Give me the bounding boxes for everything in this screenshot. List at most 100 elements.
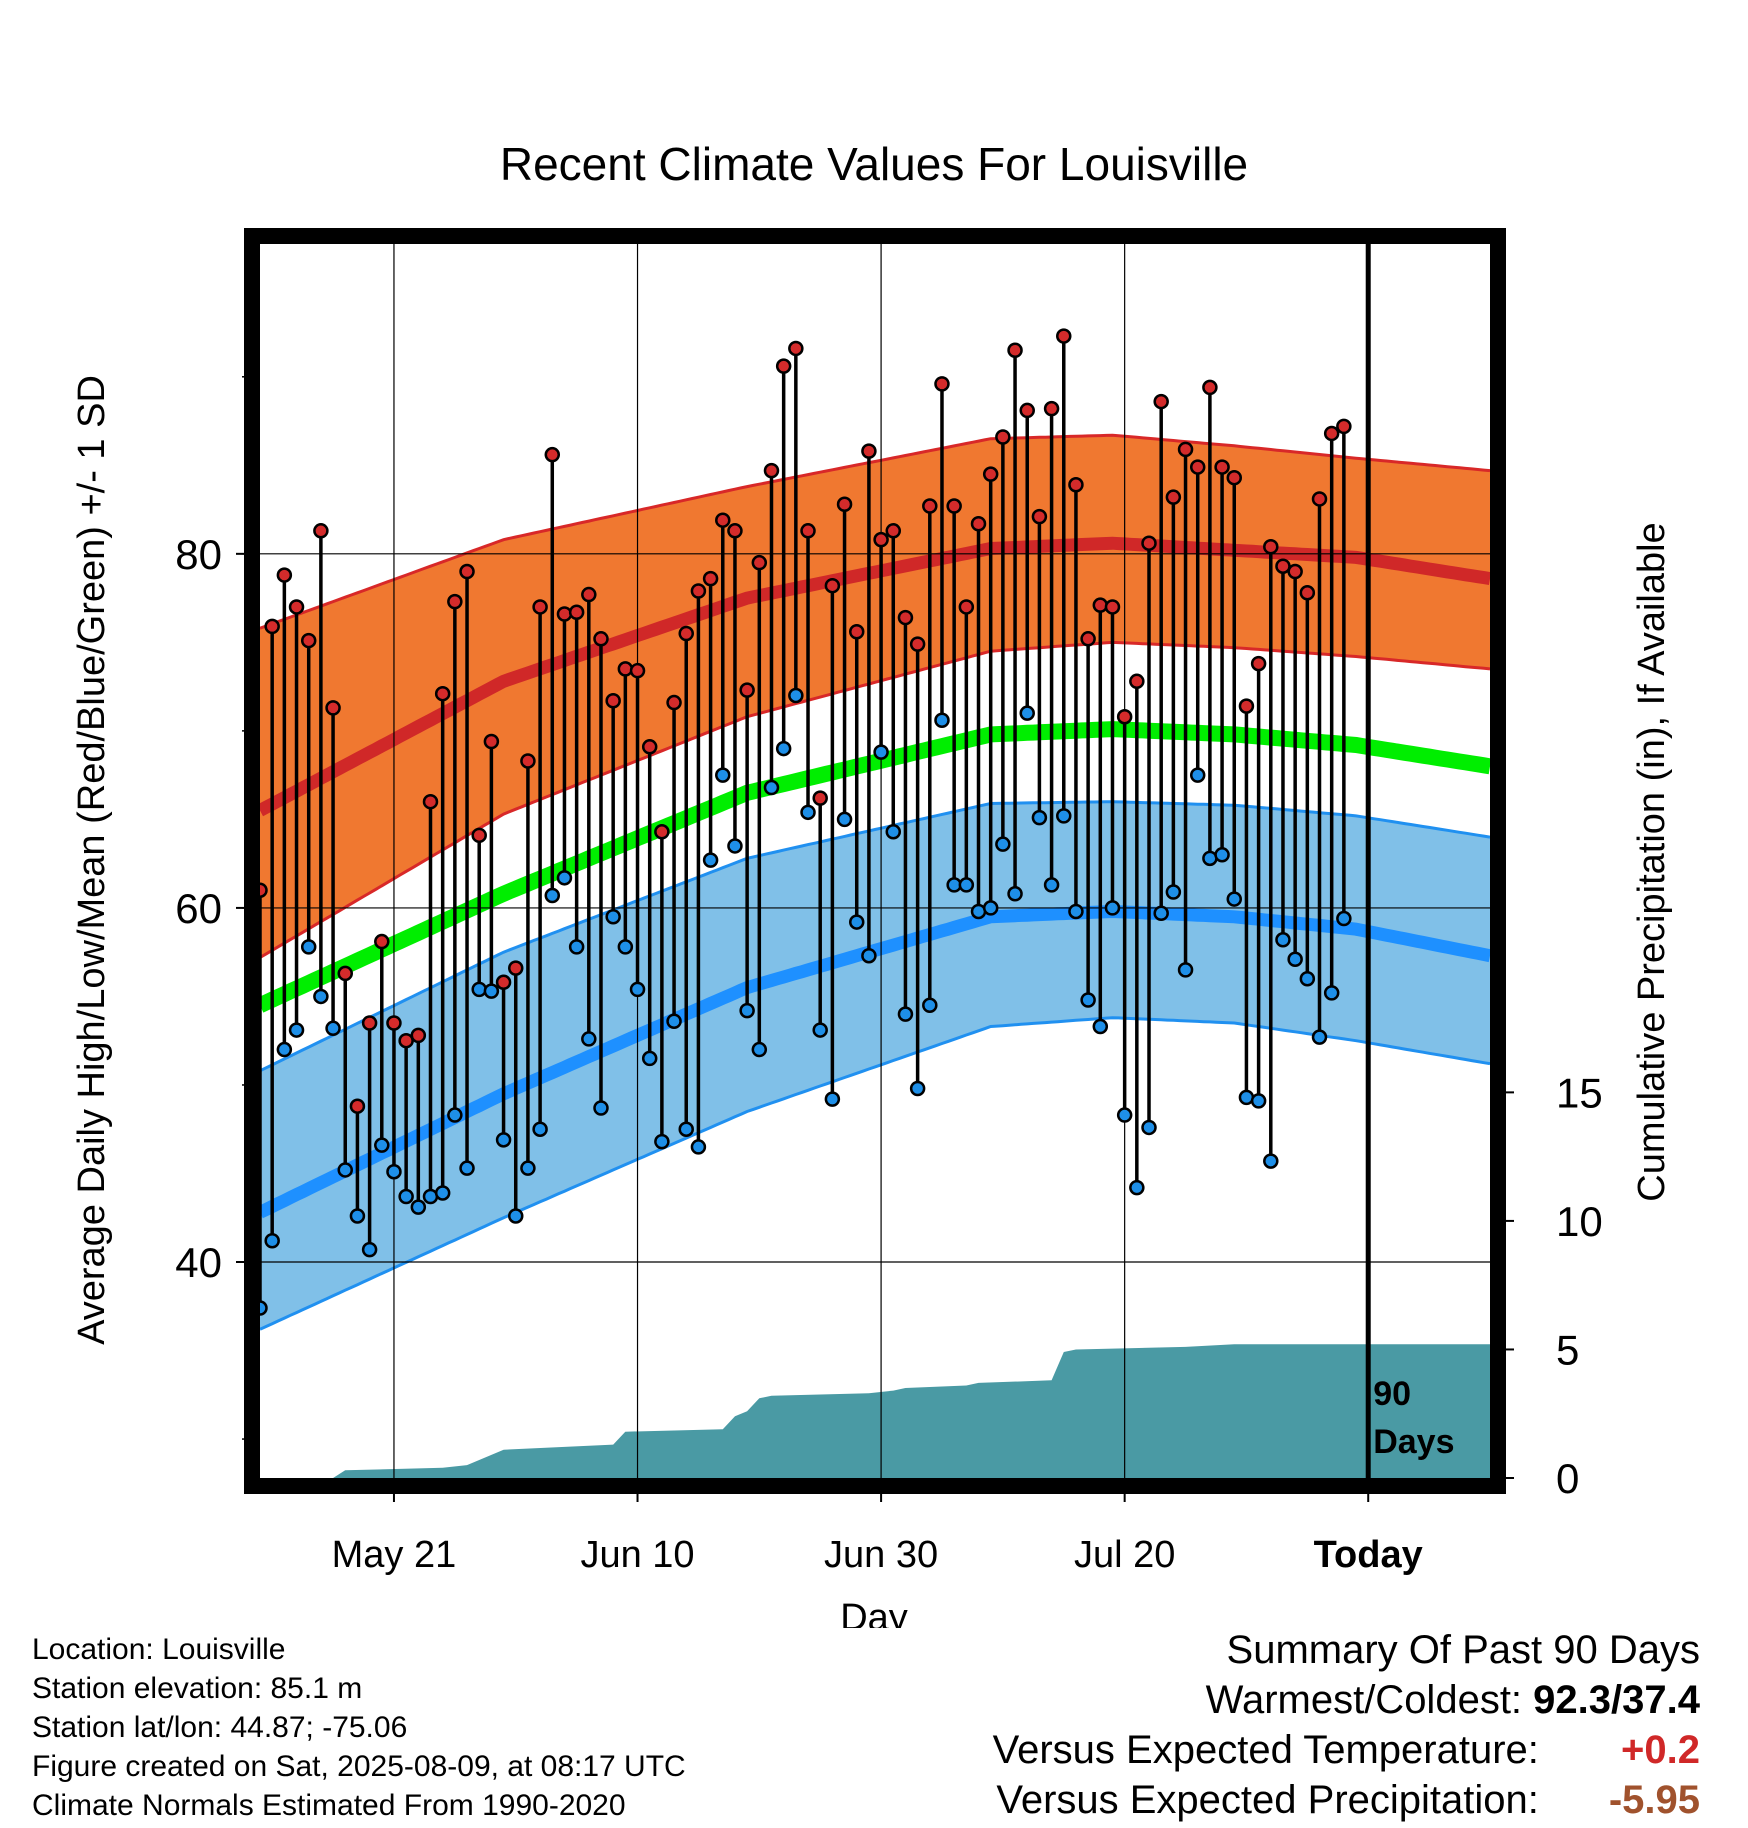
obs-low-point — [666, 1013, 682, 1029]
obs-high-point — [1323, 425, 1340, 442]
obs-high-point — [483, 733, 500, 750]
obs-high-point — [1129, 673, 1145, 690]
x-tick-label: Jun 30 — [824, 1534, 938, 1576]
obs-high-point — [751, 554, 768, 571]
obs-low-point — [702, 852, 719, 868]
obs-low-point — [434, 1185, 451, 1201]
obs-high-point — [1189, 459, 1206, 475]
obs-low-point — [337, 1162, 353, 1178]
obs-low-point — [1350, 0, 1363, 7]
obs-low-point — [1141, 1119, 1157, 1136]
obs-high-point — [374, 933, 390, 950]
obs-low-point — [1275, 932, 1291, 948]
obs-low-point — [361, 1241, 378, 1258]
obs-low-point — [1189, 767, 1206, 783]
temp-label: Versus Expected Temperature: — [992, 1728, 1539, 1772]
chart-title: Recent Climate Values For Louisville — [500, 138, 1248, 190]
precip-label: Versus Expected Precipitation: — [996, 1778, 1539, 1822]
summary-title: Summary Of Past 90 Days — [1226, 1628, 1700, 1672]
elevation-text: Station elevation: 85.1 m — [32, 1672, 363, 1705]
low-sd-lower-line — [260, 1016, 1490, 1331]
obs-high-point — [568, 604, 585, 621]
obs-low-point — [873, 744, 889, 760]
warm-cold-value: 92.3/37.4 — [1533, 1678, 1700, 1722]
obs-low-point — [861, 947, 877, 964]
obs-high-point — [605, 693, 621, 709]
obs-high-point — [1031, 508, 1048, 525]
plot-area: 90 Days — [244, 0, 1506, 1494]
obs-high-point — [909, 636, 926, 652]
obs-low-point — [1153, 905, 1169, 921]
obs-high-point — [556, 606, 573, 622]
obs-high-point — [495, 974, 512, 991]
obs-low-point — [727, 838, 743, 854]
y2-axis-label: Cumulative Precipitation (in), If Availa… — [1631, 522, 1673, 1201]
obs-high-point — [1226, 469, 1243, 486]
high-sd-band — [260, 435, 1490, 958]
obs-low-point — [556, 870, 573, 886]
plot-frame — [244, 228, 1506, 1494]
obs-low-point — [654, 1133, 670, 1150]
obs-high-point — [982, 466, 999, 482]
obs-high-point — [288, 599, 305, 615]
y-tick-label: 40 — [175, 1239, 222, 1286]
obs-high-point — [260, 882, 268, 898]
temp-value: +0.2 — [1621, 1728, 1700, 1772]
obs-low-point — [459, 1160, 475, 1176]
obs-high-point — [702, 570, 719, 587]
station-info: Location: Louisville Station elevation: … — [32, 1630, 686, 1825]
obs-high-point — [1336, 418, 1352, 435]
obs-low-point — [532, 1121, 548, 1137]
obs-high-point — [593, 631, 609, 647]
obs-high-point — [398, 1032, 414, 1049]
obs-high-point — [264, 618, 280, 635]
obs-high-point — [958, 599, 975, 615]
x-tick-label: May 21 — [332, 1534, 457, 1576]
obs-high-point — [788, 340, 804, 357]
x-tick-label: Jul 20 — [1074, 1534, 1175, 1576]
obs-high-point — [946, 498, 962, 514]
obs-high-point — [690, 583, 707, 599]
obs-low-point — [775, 740, 792, 757]
obs-high-point — [313, 523, 329, 539]
obs-low-point — [715, 767, 731, 783]
obs-high-point — [520, 753, 536, 769]
obs-low-point — [982, 900, 999, 916]
period-label-line2: Days — [1373, 1423, 1454, 1461]
obs-low-point — [739, 1002, 755, 1019]
obs-low-point — [1323, 985, 1340, 1001]
obs-low-point — [410, 1199, 427, 1215]
obs-low-point — [483, 983, 500, 999]
obs-low-point — [1092, 1018, 1109, 1035]
obs-low-point — [1226, 891, 1243, 907]
obs-low-point — [605, 909, 621, 925]
period-label-line1: 90 — [1373, 1375, 1411, 1413]
y2-tick-label: 0 — [1556, 1455, 1579, 1502]
obs-low-point — [544, 887, 561, 904]
obs-low-point — [260, 1300, 268, 1316]
obs-high-point — [581, 586, 597, 603]
obs-low-point — [264, 1233, 280, 1249]
obs-low-point — [788, 687, 804, 704]
obs-low-point — [386, 1163, 402, 1180]
obs-low-point — [1336, 910, 1352, 927]
obs-high-point — [727, 523, 743, 539]
y-tick-label: 80 — [175, 531, 222, 578]
obs-low-point — [1165, 884, 1182, 900]
y2-tick-label: 5 — [1556, 1326, 1579, 1373]
obs-high-point — [629, 662, 646, 679]
obs-high-point — [1287, 563, 1303, 580]
obs-low-point — [447, 1107, 463, 1123]
obs-low-point — [1287, 951, 1303, 968]
obs-low-point — [349, 1208, 366, 1224]
obs-low-point — [276, 1041, 293, 1058]
obs-low-point — [1214, 847, 1230, 863]
normals-text: Climate Normals Estimated From 1990-2020 — [32, 1789, 626, 1822]
y2-tick-label: 15 — [1556, 1069, 1603, 1116]
obs-high-point — [824, 577, 841, 594]
obs-high-point — [544, 446, 561, 463]
obs-low-point — [885, 824, 902, 840]
warm-cold-label: Warmest/Coldest: — [1205, 1678, 1523, 1722]
obs-high-point — [848, 623, 865, 640]
climate-chart: Recent Climate Values For Louisville 90 D… — [71, 0, 1673, 1628]
